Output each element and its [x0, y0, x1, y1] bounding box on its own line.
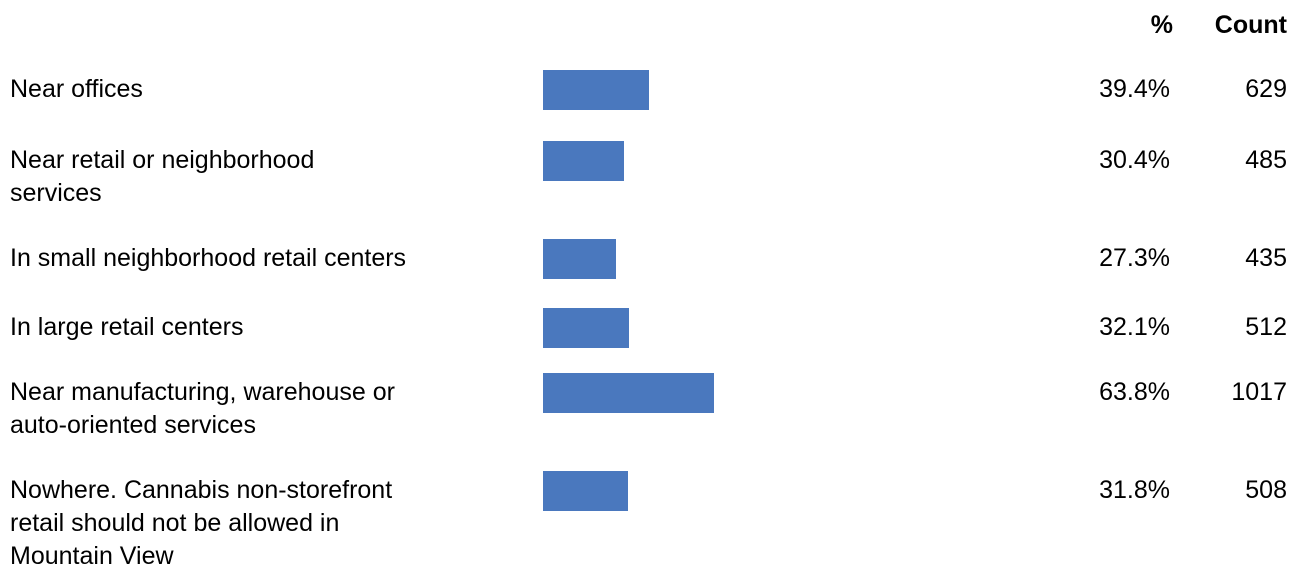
percent-value: 63.8%: [1099, 378, 1170, 406]
count-value: 435: [1245, 244, 1287, 272]
count-value: 1017: [1231, 378, 1287, 406]
count-value: 629: [1245, 75, 1287, 103]
bar: [543, 239, 617, 279]
percent-value: 32.1%: [1099, 313, 1170, 341]
bar: [543, 471, 629, 511]
count-header: Count: [1214, 11, 1287, 39]
category-label: Nowhere. Cannabis non-storefront retail …: [10, 476, 393, 570]
percent-value: 30.4%: [1099, 146, 1170, 174]
bar: [543, 308, 630, 348]
bar: [543, 70, 649, 110]
category-label: Near offices: [10, 75, 143, 103]
category-label: In large retail centers: [10, 313, 244, 341]
bar: [543, 373, 714, 413]
category-label: Near manufacturing, warehouse or auto-or…: [10, 378, 395, 439]
bar: [543, 141, 625, 181]
percent-value: 31.8%: [1099, 476, 1170, 504]
count-value: 508: [1245, 476, 1287, 504]
percent-value: 27.3%: [1099, 244, 1170, 272]
percent-value: 39.4%: [1099, 75, 1170, 103]
count-value: 485: [1245, 146, 1287, 174]
category-label: Near retail or neighborhood services: [10, 146, 315, 207]
category-label: In small neighborhood retail centers: [10, 244, 407, 272]
percent-header: %: [1150, 11, 1173, 39]
count-value: 512: [1245, 313, 1287, 341]
